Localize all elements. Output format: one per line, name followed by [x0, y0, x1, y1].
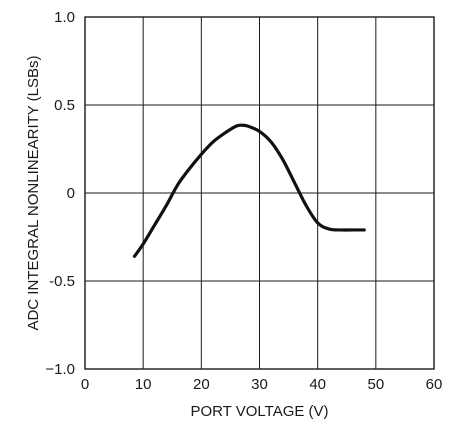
- y-tick-label-1: -0.5: [49, 273, 75, 290]
- x-axis-title: PORT VOLTAGE (V): [190, 403, 328, 420]
- y-tick-label-2: 0: [67, 185, 75, 202]
- y-axis-title: ADC INTEGRAL NONLINEARITY (LSBs): [25, 55, 42, 330]
- series-line: [132, 123, 366, 258]
- x-tick-label-1: 10: [135, 376, 152, 393]
- x-tick-label-2: 20: [193, 376, 210, 393]
- y-tick-label-0: −1.0: [45, 361, 75, 378]
- x-tick-label-3: 30: [251, 376, 268, 393]
- y-tick-label-4: 1.0: [54, 9, 75, 26]
- y-tick-label-3: 0.5: [54, 97, 75, 114]
- x-tick-label-0: 0: [81, 376, 89, 393]
- x-tick-labels: 0 10 20 30 40 50 60: [81, 376, 443, 393]
- x-tick-label-6: 60: [426, 376, 443, 393]
- x-tick-label-5: 50: [367, 376, 384, 393]
- y-tick-labels: −1.0 -0.5 0 0.5 1.0: [45, 9, 75, 378]
- x-tick-label-4: 40: [309, 376, 326, 393]
- plot-frame: [84, 16, 435, 370]
- grid: [85, 17, 434, 369]
